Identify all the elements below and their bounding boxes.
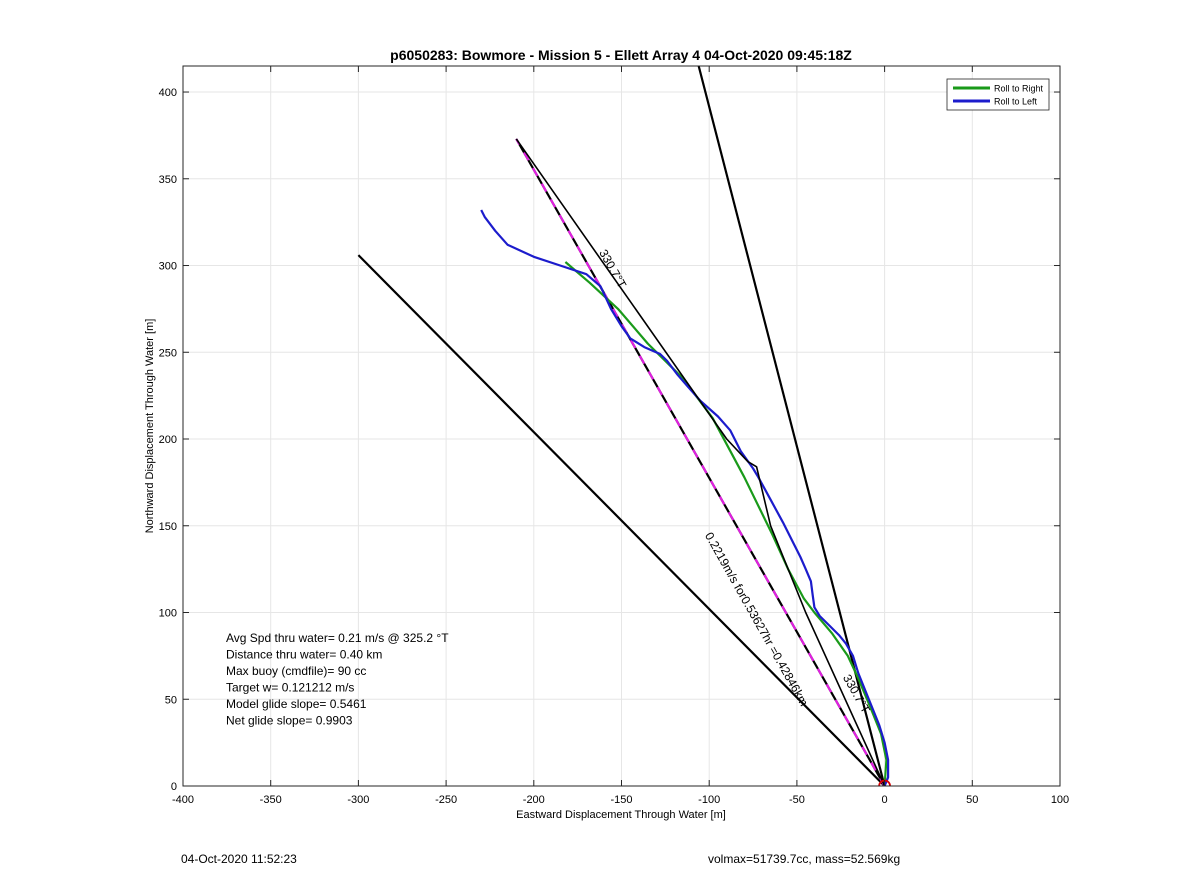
x-tick-label: -300	[347, 794, 369, 806]
legend: Roll to Right Roll to Left	[946, 78, 1050, 111]
y-tick-label: 300	[159, 261, 177, 273]
stats-annotations: Avg Spd thru water= 0.21 m/s @ 325.2 °T D…	[226, 631, 449, 728]
y-tick-label: 0	[171, 781, 177, 793]
y-tick-label: 200	[159, 434, 177, 446]
y-tick-label: 150	[159, 521, 177, 533]
y-tick-label: 100	[159, 608, 177, 620]
y-tick-label: 400	[159, 87, 177, 99]
series-line-roll-to-right	[564, 261, 888, 786]
legend-entry-roll-right: Roll to Right	[994, 84, 1044, 94]
y-tick-label: 50	[165, 694, 177, 706]
chart-title: p6050283: Bowmore - Mission 5 - Ellett A…	[390, 47, 852, 63]
x-tick-label: -350	[260, 794, 282, 806]
x-axis-label: Eastward Displacement Through Water [m]	[516, 809, 726, 821]
x-tick-label: -50	[789, 794, 805, 806]
x-tick-label: 0	[882, 794, 888, 806]
annotation-line: Max buoy (cmdfile)= 90 cc	[226, 664, 366, 678]
legend-entry-roll-left: Roll to Left	[994, 97, 1038, 107]
x-tick-label: -150	[610, 794, 632, 806]
x-axis-ticks: -400 -350 -300 -250 -200 -150 -100 -50 0 50 100	[172, 66, 1069, 806]
annotation-line: Target w= 0.121212 m/s	[226, 681, 354, 695]
x-tick-label: -250	[435, 794, 457, 806]
x-tick-label: 100	[1051, 794, 1069, 806]
footer-timestamp: 04-Oct-2020 11:52:23	[181, 852, 297, 866]
x-tick-label: -200	[523, 794, 545, 806]
series-line-track-2	[515, 138, 886, 786]
annotation-line: Distance thru water= 0.40 km	[226, 648, 382, 662]
annotation-line: Model glide slope= 0.5461	[226, 697, 367, 711]
y-tick-label: 350	[159, 174, 177, 186]
data-layer	[357, 66, 891, 786]
x-tick-label: -400	[172, 794, 194, 806]
y-axis-label: Northward Displacement Through Water [m]	[144, 319, 156, 534]
y-axis-ticks: 0 50 100 150 200 250 300 350 400	[159, 87, 1060, 793]
y-tick-label: 250	[159, 347, 177, 359]
footer-mass-info: volmax=51739.7cc, mass=52.569kg	[708, 852, 901, 866]
x-tick-label: -100	[698, 794, 720, 806]
annotation-line: Avg Spd thru water= 0.21 m/s @ 325.2 °T	[226, 631, 449, 645]
legend-box	[946, 78, 1050, 111]
x-tick-label: 50	[966, 794, 978, 806]
guide-line-dash-2	[515, 138, 886, 786]
annotation-line: Net glide slope= 0.9903	[226, 714, 353, 728]
guide-line-1	[357, 254, 886, 786]
